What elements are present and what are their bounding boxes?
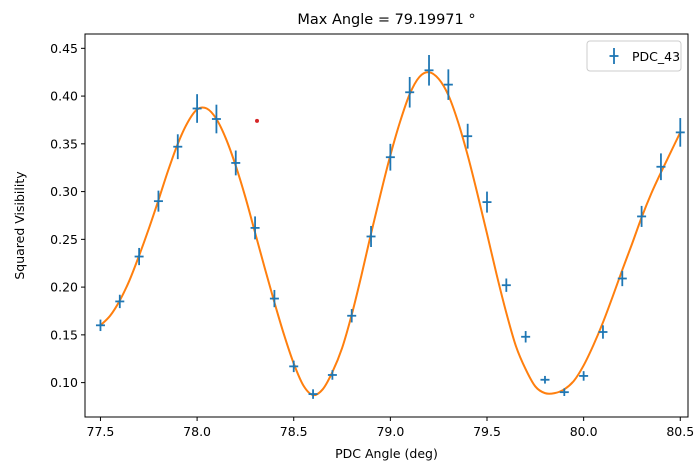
data-point	[540, 375, 550, 384]
x-tick-label: 80.0	[570, 424, 598, 439]
data-point	[637, 205, 647, 227]
x-tick-label: 79.5	[473, 424, 501, 439]
data-point	[675, 118, 685, 147]
legend-box	[586, 40, 682, 72]
data-point	[115, 294, 125, 309]
y-tick-label: 0.30	[50, 184, 78, 199]
data-point	[231, 150, 241, 176]
x-tick-label: 79.0	[376, 424, 404, 439]
data-point	[347, 309, 357, 323]
data-point	[327, 370, 337, 380]
data-point	[424, 55, 434, 86]
data-point	[366, 225, 376, 247]
data-point	[482, 191, 492, 213]
y-tick-label: 0.25	[50, 232, 78, 247]
x-tick-label: 78.5	[280, 424, 308, 439]
x-tick-label: 77.5	[87, 424, 115, 439]
x-axis: 77.5 78.0 78.5 79.0 79.5 80.0 80.5	[87, 417, 694, 439]
data-point	[559, 388, 569, 396]
data-point	[192, 94, 202, 123]
data-point	[656, 153, 666, 181]
y-tick-label: 0.10	[50, 375, 78, 390]
data-point	[521, 331, 531, 343]
data-point	[501, 278, 511, 292]
y-tick-label: 0.45	[50, 41, 78, 56]
data-point	[95, 319, 105, 332]
data-point	[463, 123, 473, 149]
data-point	[385, 143, 395, 171]
y-tick-label: 0.40	[50, 89, 78, 104]
plot-area	[95, 55, 685, 399]
y-axis: 0.10 0.15 0.20 0.25 0.30 0.35 0.40 0.45	[50, 41, 85, 390]
data-point	[250, 216, 260, 240]
axes-frame	[84, 33, 689, 418]
max-marker	[255, 118, 260, 123]
legend: PDC_43	[586, 40, 682, 72]
data-point	[308, 389, 318, 399]
x-tick-label: 80.5	[666, 424, 694, 439]
legend-marker	[609, 48, 619, 64]
y-tick-label: 0.35	[50, 136, 78, 151]
data-point	[134, 247, 144, 266]
x-tick-label: 78.0	[183, 424, 211, 439]
y-tick-label: 0.20	[50, 280, 78, 295]
data-point	[211, 104, 221, 134]
y-axis-label: Squared Visibility	[12, 171, 27, 280]
data-point	[289, 360, 299, 373]
data-point	[173, 134, 183, 160]
data-point	[617, 270, 627, 287]
data-point	[598, 325, 608, 339]
y-tick-label: 0.15	[50, 327, 78, 342]
data-point	[443, 69, 453, 100]
data-point	[153, 190, 163, 212]
x-axis-label: PDC Angle (deg)	[335, 446, 438, 461]
data-point	[405, 76, 415, 108]
data-point	[269, 289, 279, 308]
chart-title: Max Angle = 79.19971 °	[297, 12, 475, 28]
legend-label: PDC_43	[632, 49, 680, 64]
data-point	[579, 371, 589, 381]
